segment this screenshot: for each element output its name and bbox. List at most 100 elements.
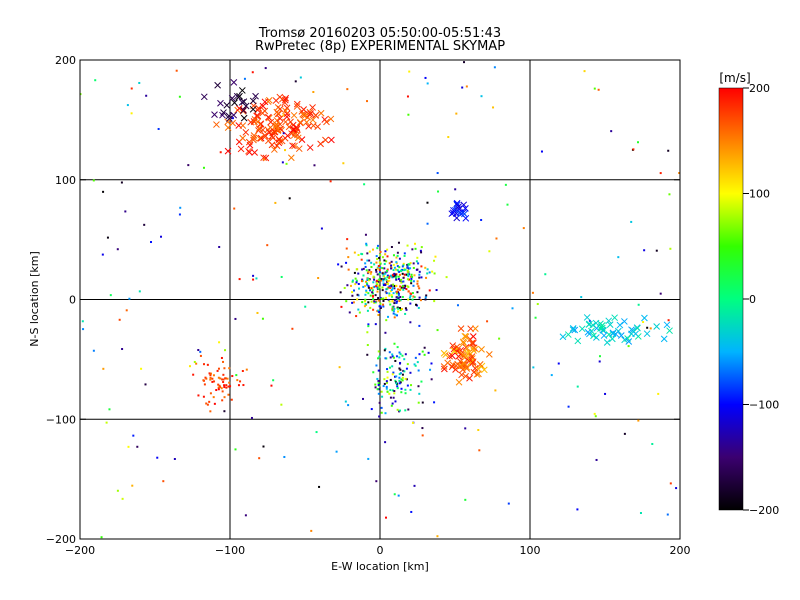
- data-point: [364, 293, 367, 296]
- data-point-x: [255, 125, 263, 132]
- data-point: [408, 70, 411, 73]
- data-point-x: [230, 111, 238, 119]
- data-point: [419, 249, 422, 252]
- data-point: [374, 301, 377, 304]
- data-point: [393, 302, 396, 305]
- data-point: [391, 295, 394, 298]
- data-point: [402, 280, 405, 283]
- data-point-x: [240, 114, 248, 122]
- data-point: [372, 371, 375, 374]
- data-point: [299, 76, 302, 79]
- data-point: [393, 392, 396, 395]
- data-point: [423, 353, 426, 356]
- data-point: [399, 285, 402, 288]
- data-point: [395, 261, 398, 264]
- data-point: [343, 286, 346, 289]
- data-point: [408, 267, 411, 270]
- colorbar-tick-label: −100: [749, 399, 779, 412]
- data-point: [392, 275, 395, 278]
- data-point: [412, 262, 415, 265]
- data-point: [376, 247, 379, 250]
- data-point-x: [290, 126, 298, 133]
- data-point: [288, 197, 291, 200]
- data-point: [366, 353, 369, 356]
- data-point-x: [461, 332, 469, 340]
- data-point: [397, 241, 400, 244]
- data-point: [393, 266, 396, 269]
- data-point-x: [282, 118, 289, 126]
- data-point: [144, 383, 147, 386]
- data-point: [507, 502, 510, 505]
- data-point: [375, 364, 378, 367]
- data-point: [375, 261, 378, 264]
- data-point: [390, 294, 393, 297]
- data-point: [382, 273, 385, 276]
- data-point: [378, 264, 381, 267]
- data-point-x: [265, 113, 272, 121]
- data-point: [187, 164, 190, 167]
- data-point: [124, 210, 127, 213]
- data-point: [580, 296, 583, 299]
- data-point: [280, 275, 283, 278]
- data-point-x: [452, 362, 460, 370]
- data-point: [409, 294, 412, 297]
- data-point: [454, 188, 457, 191]
- data-point: [414, 364, 417, 367]
- data-point-x: [246, 148, 253, 156]
- data-point-x: [300, 106, 308, 113]
- data-point: [386, 248, 389, 251]
- data-point: [384, 272, 387, 275]
- data-point: [398, 362, 401, 365]
- data-point-x: [605, 331, 613, 338]
- data-point: [404, 388, 407, 391]
- data-point: [390, 288, 393, 291]
- data-point: [130, 87, 133, 90]
- data-point: [237, 384, 240, 387]
- data-point-x: [621, 318, 628, 325]
- data-point: [401, 285, 404, 288]
- data-point: [346, 284, 349, 287]
- data-point: [398, 351, 401, 354]
- data-point-x: [272, 121, 280, 128]
- data-point: [241, 369, 244, 372]
- data-point: [372, 281, 375, 284]
- data-point: [378, 305, 381, 308]
- data-point: [402, 288, 405, 291]
- data-point-x: [283, 113, 291, 121]
- data-point: [404, 307, 407, 310]
- data-point-x: [252, 92, 259, 100]
- data-point: [384, 277, 387, 280]
- data-point: [409, 302, 412, 305]
- data-point: [412, 280, 415, 283]
- data-point: [675, 487, 678, 490]
- data-point: [228, 381, 231, 384]
- data-point: [81, 320, 84, 323]
- data-point: [407, 298, 410, 301]
- data-point: [678, 172, 681, 175]
- data-point: [367, 323, 370, 326]
- data-point: [380, 277, 383, 280]
- data-point-x: [460, 201, 468, 209]
- data-point: [370, 300, 373, 303]
- data-point: [403, 287, 406, 290]
- data-point: [417, 369, 420, 372]
- data-point: [205, 377, 208, 380]
- data-point: [405, 288, 408, 291]
- data-point: [436, 535, 439, 538]
- data-points: [79, 61, 681, 539]
- data-point: [373, 285, 376, 288]
- data-point-x: [287, 154, 295, 162]
- colorbar-label: [m/s]: [719, 71, 750, 85]
- data-point: [223, 384, 226, 387]
- data-point: [393, 316, 396, 319]
- data-point-x: [599, 321, 606, 329]
- data-point: [372, 308, 375, 311]
- data-point: [395, 275, 398, 278]
- data-point-x: [284, 132, 291, 140]
- data-point: [387, 298, 390, 301]
- data-point: [398, 288, 401, 291]
- data-point: [206, 403, 209, 406]
- data-point: [425, 294, 428, 297]
- data-point: [576, 385, 579, 388]
- data-point: [371, 294, 374, 297]
